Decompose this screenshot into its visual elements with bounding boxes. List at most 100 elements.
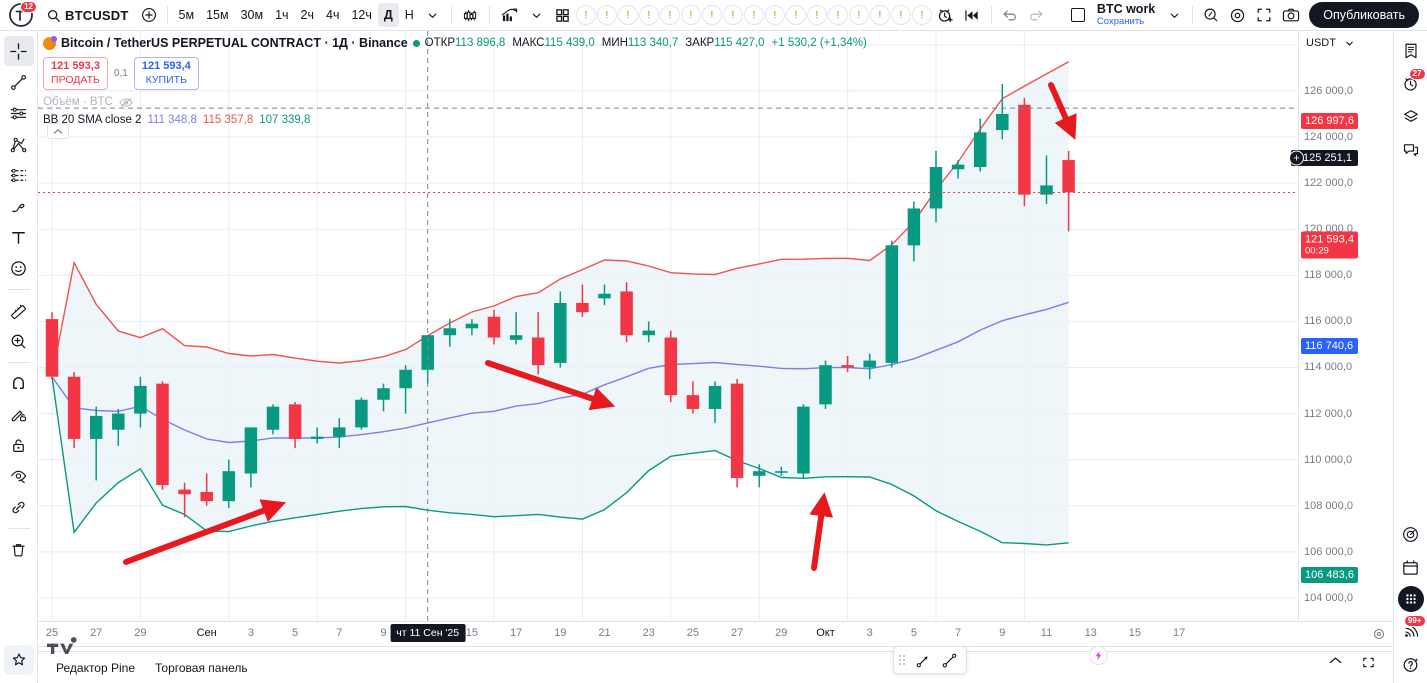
bar-replay-button[interactable] [959, 2, 986, 28]
panel-collapse-button[interactable] [1319, 656, 1352, 680]
panel-maximize-button[interactable] [1352, 656, 1385, 680]
help-button[interactable] [1397, 650, 1425, 678]
news-event-dot[interactable]: ! [617, 5, 638, 25]
stay-in-drawing-mode-tool[interactable] [4, 399, 34, 429]
news-event-dot[interactable]: ! [722, 5, 743, 25]
time-axis-settings-button[interactable] [1373, 628, 1385, 640]
annotation-arrow[interactable] [485, 360, 616, 411]
sell-button[interactable]: 121 593,3 ПРОДАТЬ [43, 57, 108, 90]
lock-drawings-tool[interactable] [4, 430, 34, 460]
watchlist-button[interactable] [1397, 37, 1425, 65]
price-axis[interactable]: USDT 126 000,0 124 000,0 122 000,0 120 000,… [1289, 31, 1359, 621]
chart-pane[interactable] [38, 31, 1298, 621]
layout-name-menu[interactable]: BTC work Сохранить [1091, 3, 1161, 26]
lightning-marker[interactable] [1089, 646, 1108, 665]
create-alert-button[interactable] [932, 2, 959, 28]
chart-type-button[interactable] [457, 2, 484, 28]
annotation-arrow[interactable] [809, 492, 834, 571]
floating-drawing-toolbar[interactable] [893, 646, 967, 674]
emoji-tool[interactable] [4, 253, 34, 283]
tab-pine-editor[interactable]: Редактор Pine [56, 660, 136, 675]
news-event-dot[interactable]: ! [869, 5, 890, 25]
tradingview-logo[interactable]: 12 [8, 1, 37, 28]
redo-button[interactable] [1023, 2, 1049, 28]
broker-signal-button[interactable]: 99+ [1397, 615, 1426, 645]
text-tool[interactable] [4, 222, 34, 252]
trend-line-tool[interactable] [4, 67, 34, 97]
legend-collapse-button[interactable] [47, 123, 69, 139]
news-event-dot[interactable]: ! [764, 5, 785, 25]
timeframe-2h[interactable]: 2ч [300, 8, 314, 22]
bollinger-bands-legend[interactable]: BB 20 SMA close 2 111 348,8 115 357,8 10… [43, 114, 867, 126]
brush-tool[interactable] [4, 191, 34, 221]
chart-symbol-title[interactable]: Bitcoin / TetherUS PERPETUAL CONTRACT · … [61, 36, 408, 50]
news-event-dot[interactable]: ! [890, 5, 911, 25]
news-event-dot[interactable]: ! [743, 5, 764, 25]
pitchfork-tool[interactable] [4, 129, 34, 159]
horizontal-lines-tool[interactable] [4, 98, 34, 128]
news-event-dot[interactable]: ! [848, 5, 869, 25]
chat-button[interactable] [1397, 136, 1425, 164]
annotation-arrow[interactable] [123, 499, 287, 565]
alerts-button[interactable]: 27 [1397, 68, 1426, 98]
timeframe-1d[interactable]: Д [377, 3, 399, 27]
news-event-dot[interactable]: ! [827, 5, 848, 25]
data-window-button[interactable] [1397, 103, 1425, 131]
crosshair-add-alert-icon[interactable]: + [1289, 150, 1304, 166]
favorites-button[interactable] [4, 645, 34, 675]
news-event-dot[interactable]: ! [596, 5, 617, 25]
time-axis[interactable]: 25 27 29 Сен 3 5 7 9 13 15 17 19 21 23 25 27 29 Окт 3 5 7 9 11… [38, 621, 1393, 646]
quick-search-button[interactable] [1198, 2, 1224, 28]
price-chart-svg[interactable] [38, 31, 1298, 621]
arrow-line-tool-button[interactable] [911, 649, 935, 671]
news-event-dot[interactable]: ! [911, 5, 932, 25]
indicators-more-button[interactable] [524, 2, 550, 28]
chart-layout-button[interactable] [1065, 2, 1091, 28]
hide-drawings-tool[interactable] [4, 461, 34, 491]
eye-crossed-icon[interactable] [119, 96, 133, 109]
timeframe-4h[interactable]: 4ч [326, 8, 340, 22]
news-event-dot[interactable]: ! [638, 5, 659, 25]
ideas-button[interactable] [1397, 520, 1425, 548]
timeframe-30m[interactable]: 30м [240, 8, 264, 22]
crosshair-cursor-tool[interactable] [3, 36, 34, 66]
news-event-dot[interactable]: ! [575, 5, 596, 25]
templates-button[interactable] [550, 2, 576, 28]
tab-trading-panel[interactable]: Торговая панель [155, 660, 248, 675]
indicators-button[interactable] [495, 2, 524, 28]
timeframe-1w[interactable]: Н [404, 8, 414, 22]
timeframe-more-button[interactable] [420, 2, 446, 28]
timeframe-12h[interactable]: 12ч [351, 8, 372, 22]
symbol-search[interactable]: BTCUSDT [40, 3, 136, 27]
layout-save-link[interactable]: Сохранить [1096, 15, 1145, 27]
buy-button[interactable]: 121 593,4 КУПИТЬ [133, 57, 199, 90]
timeframe-5m[interactable]: 5м [178, 8, 195, 22]
news-event-dot[interactable]: ! [785, 5, 806, 25]
zoom-in-tool[interactable] [4, 326, 34, 356]
chart-settings-button[interactable] [1224, 2, 1251, 28]
calendar-button[interactable] [1397, 553, 1425, 581]
fullscreen-button[interactable] [1251, 2, 1277, 28]
fib-retracement-tool[interactable] [4, 160, 34, 190]
undo-button[interactable] [997, 2, 1023, 28]
drag-grip-icon[interactable] [899, 655, 905, 665]
news-event-dot[interactable]: ! [806, 5, 827, 25]
link-drawings-tool[interactable] [4, 492, 34, 522]
measure-ruler-tool[interactable] [4, 295, 34, 325]
publish-button[interactable]: Опубликовать [1309, 2, 1419, 28]
trend-line-tool-button[interactable] [937, 649, 961, 671]
order-quantity[interactable]: 0,1 [113, 67, 128, 79]
snapshot-button[interactable] [1277, 2, 1305, 28]
layout-menu-chevron[interactable] [1161, 2, 1187, 28]
apps-button[interactable] [1397, 586, 1424, 612]
volume-legend[interactable]: Объём · BTC [43, 96, 867, 109]
news-event-dot[interactable]: ! [680, 5, 701, 25]
timeframe-15m[interactable]: 15м [206, 8, 229, 22]
annotation-arrow[interactable] [1048, 82, 1077, 140]
magnet-tool[interactable] [4, 368, 34, 398]
news-event-dot[interactable]: ! [701, 5, 722, 25]
currency-selector[interactable]: USDT [1302, 35, 1358, 51]
add-symbol-button[interactable] [136, 2, 162, 28]
remove-drawings-tool[interactable] [4, 534, 34, 564]
news-event-dot[interactable]: ! [659, 5, 680, 25]
